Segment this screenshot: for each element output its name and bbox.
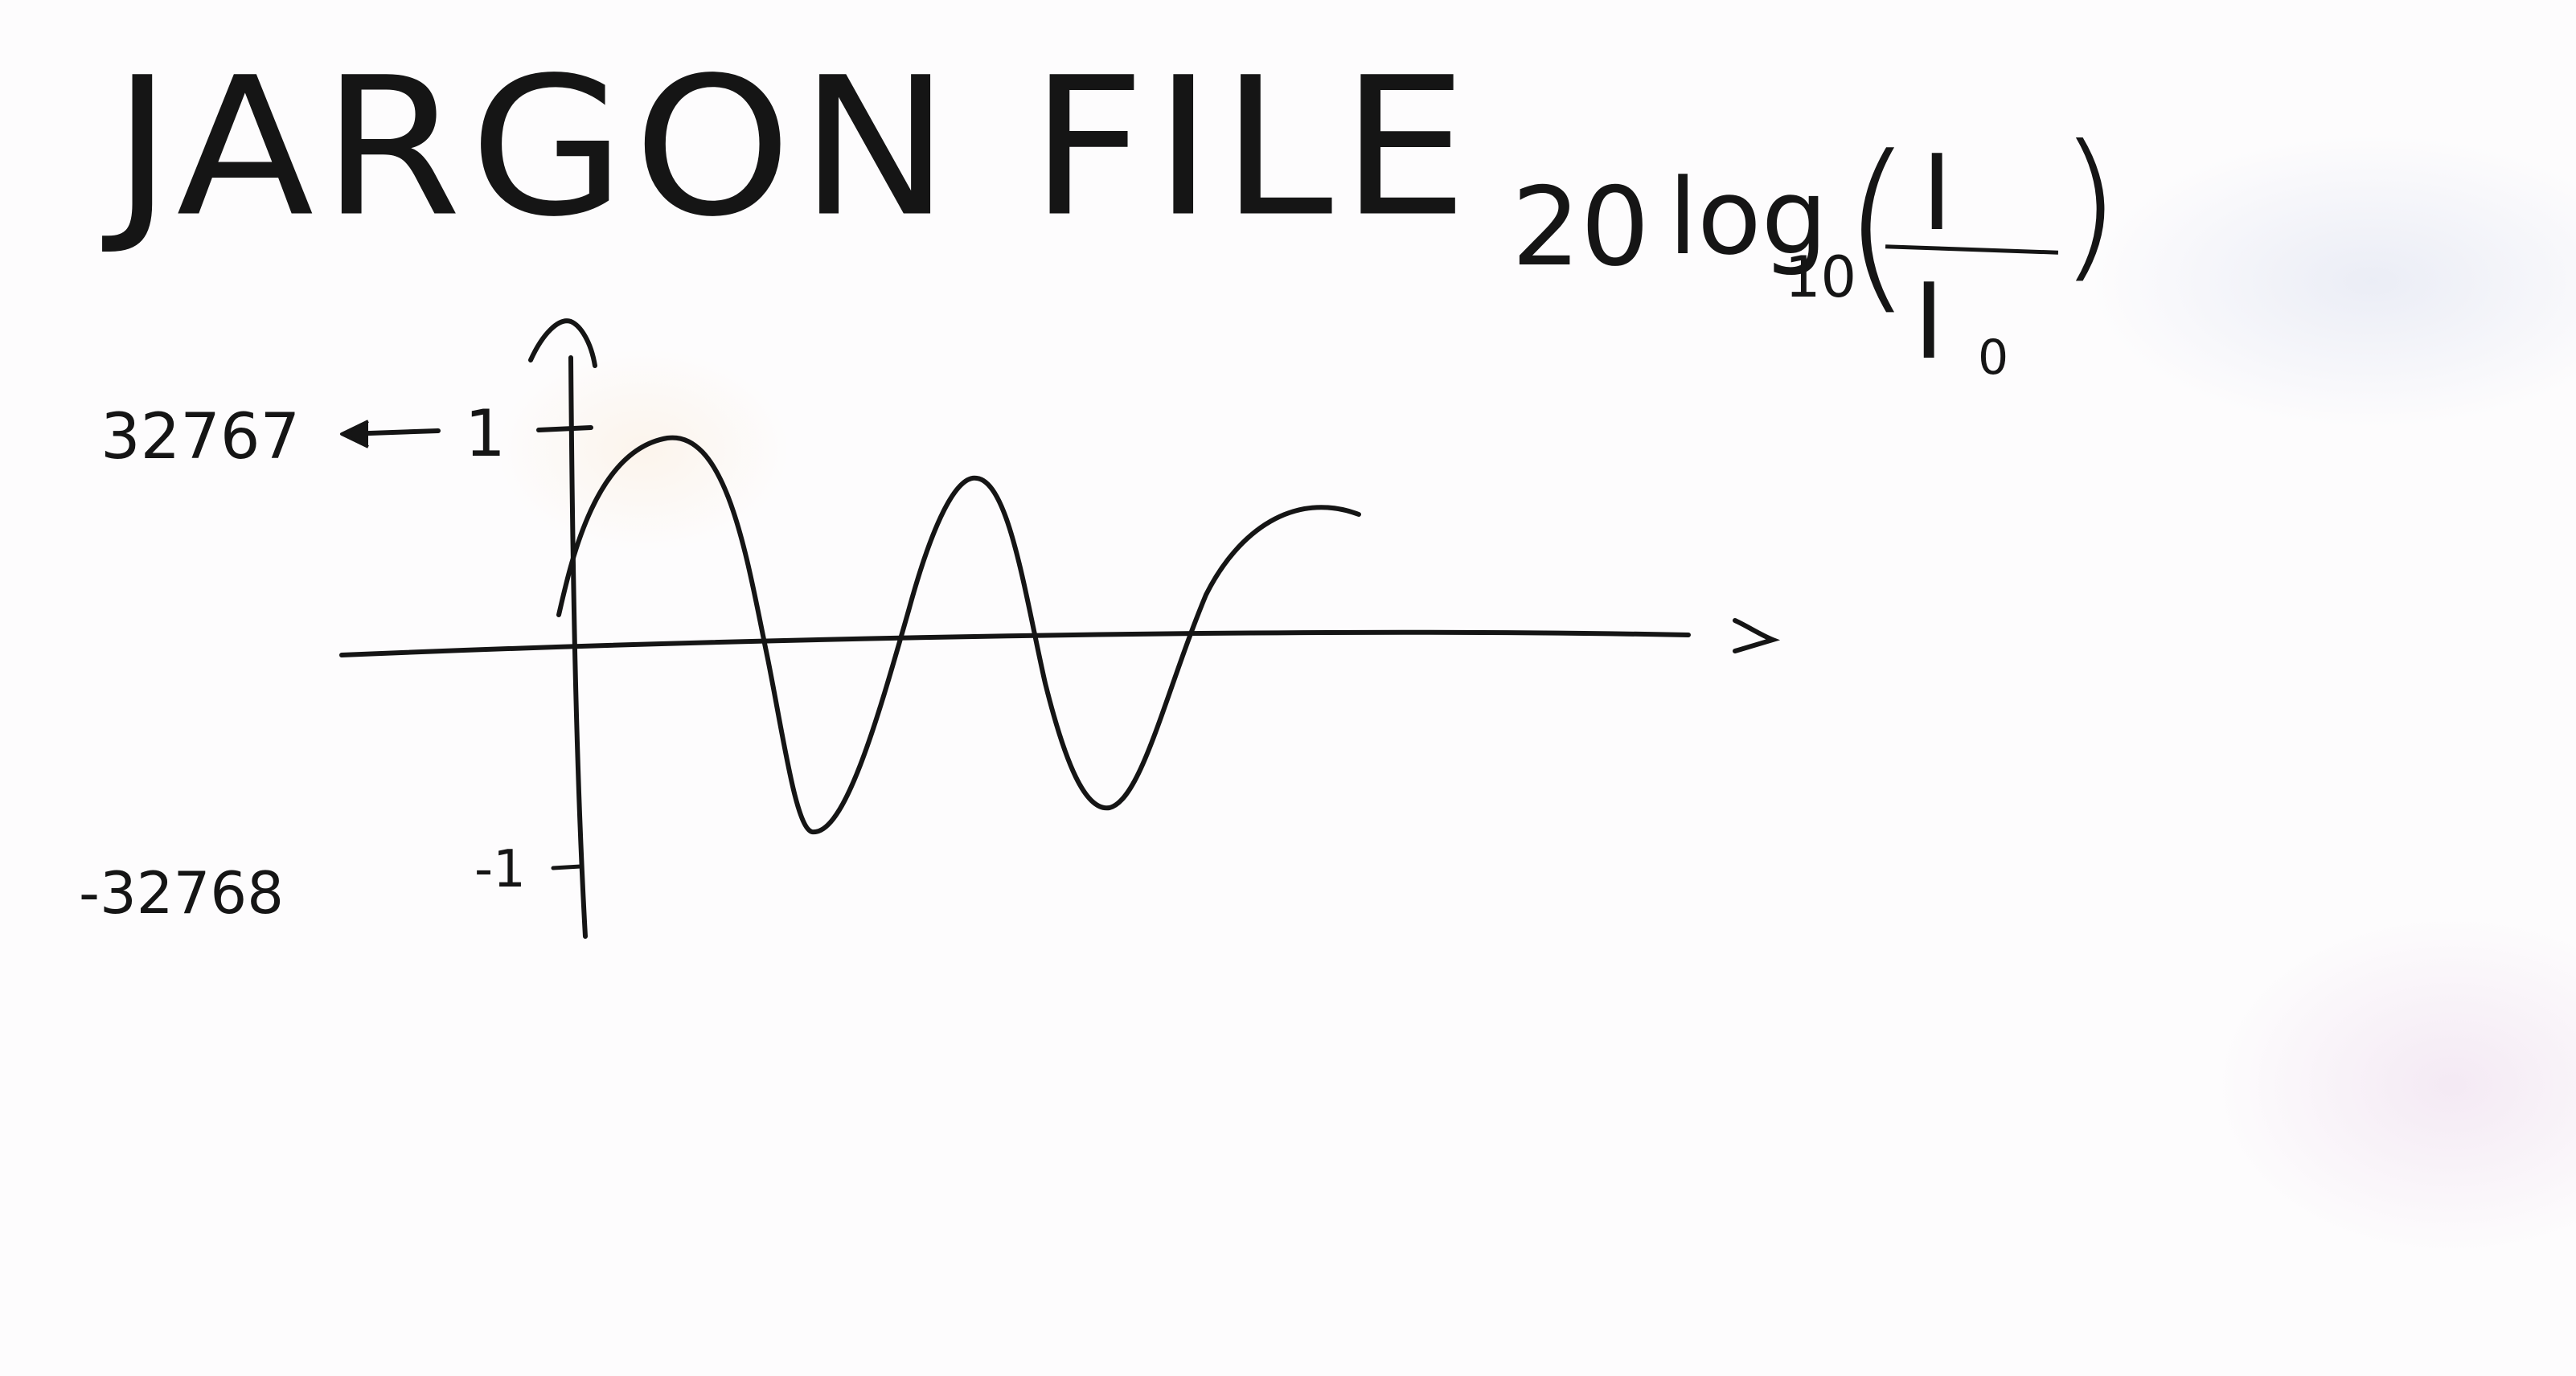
formula-function: log (1668, 156, 1828, 278)
x-axis-line (339, 629, 1691, 657)
decibel-formula: 20 log 10 ( I I 0 ) (1512, 125, 2123, 398)
mapping-arrow-head (340, 420, 369, 448)
formula-paren-left: ( (1841, 117, 1914, 332)
formula-denominator-subscript: 0 (1978, 330, 2009, 386)
x-axis-arrowhead (1733, 618, 1781, 653)
y-max-tick-label: 1 (465, 396, 506, 471)
y-axis-line (568, 355, 588, 939)
formula-coefficient: 20 (1512, 164, 1650, 290)
y-min-raw-label: -32768 (79, 859, 285, 927)
y-tick-top (536, 425, 593, 432)
formula-log-base: 10 (1785, 244, 1857, 310)
y-axis-arrowhead (528, 318, 597, 368)
y-min-tick-label: -1 (474, 840, 526, 899)
sine-wave (556, 435, 1361, 835)
formula-denominator: I (1914, 260, 1945, 383)
board-title: JARGON FILE (113, 36, 1476, 259)
formula-paren-right: ) (2058, 111, 2122, 298)
y-max-raw-label: 32767 (100, 401, 301, 473)
y-tick-bottom (551, 864, 583, 870)
formula-numerator: I (1922, 132, 1953, 254)
